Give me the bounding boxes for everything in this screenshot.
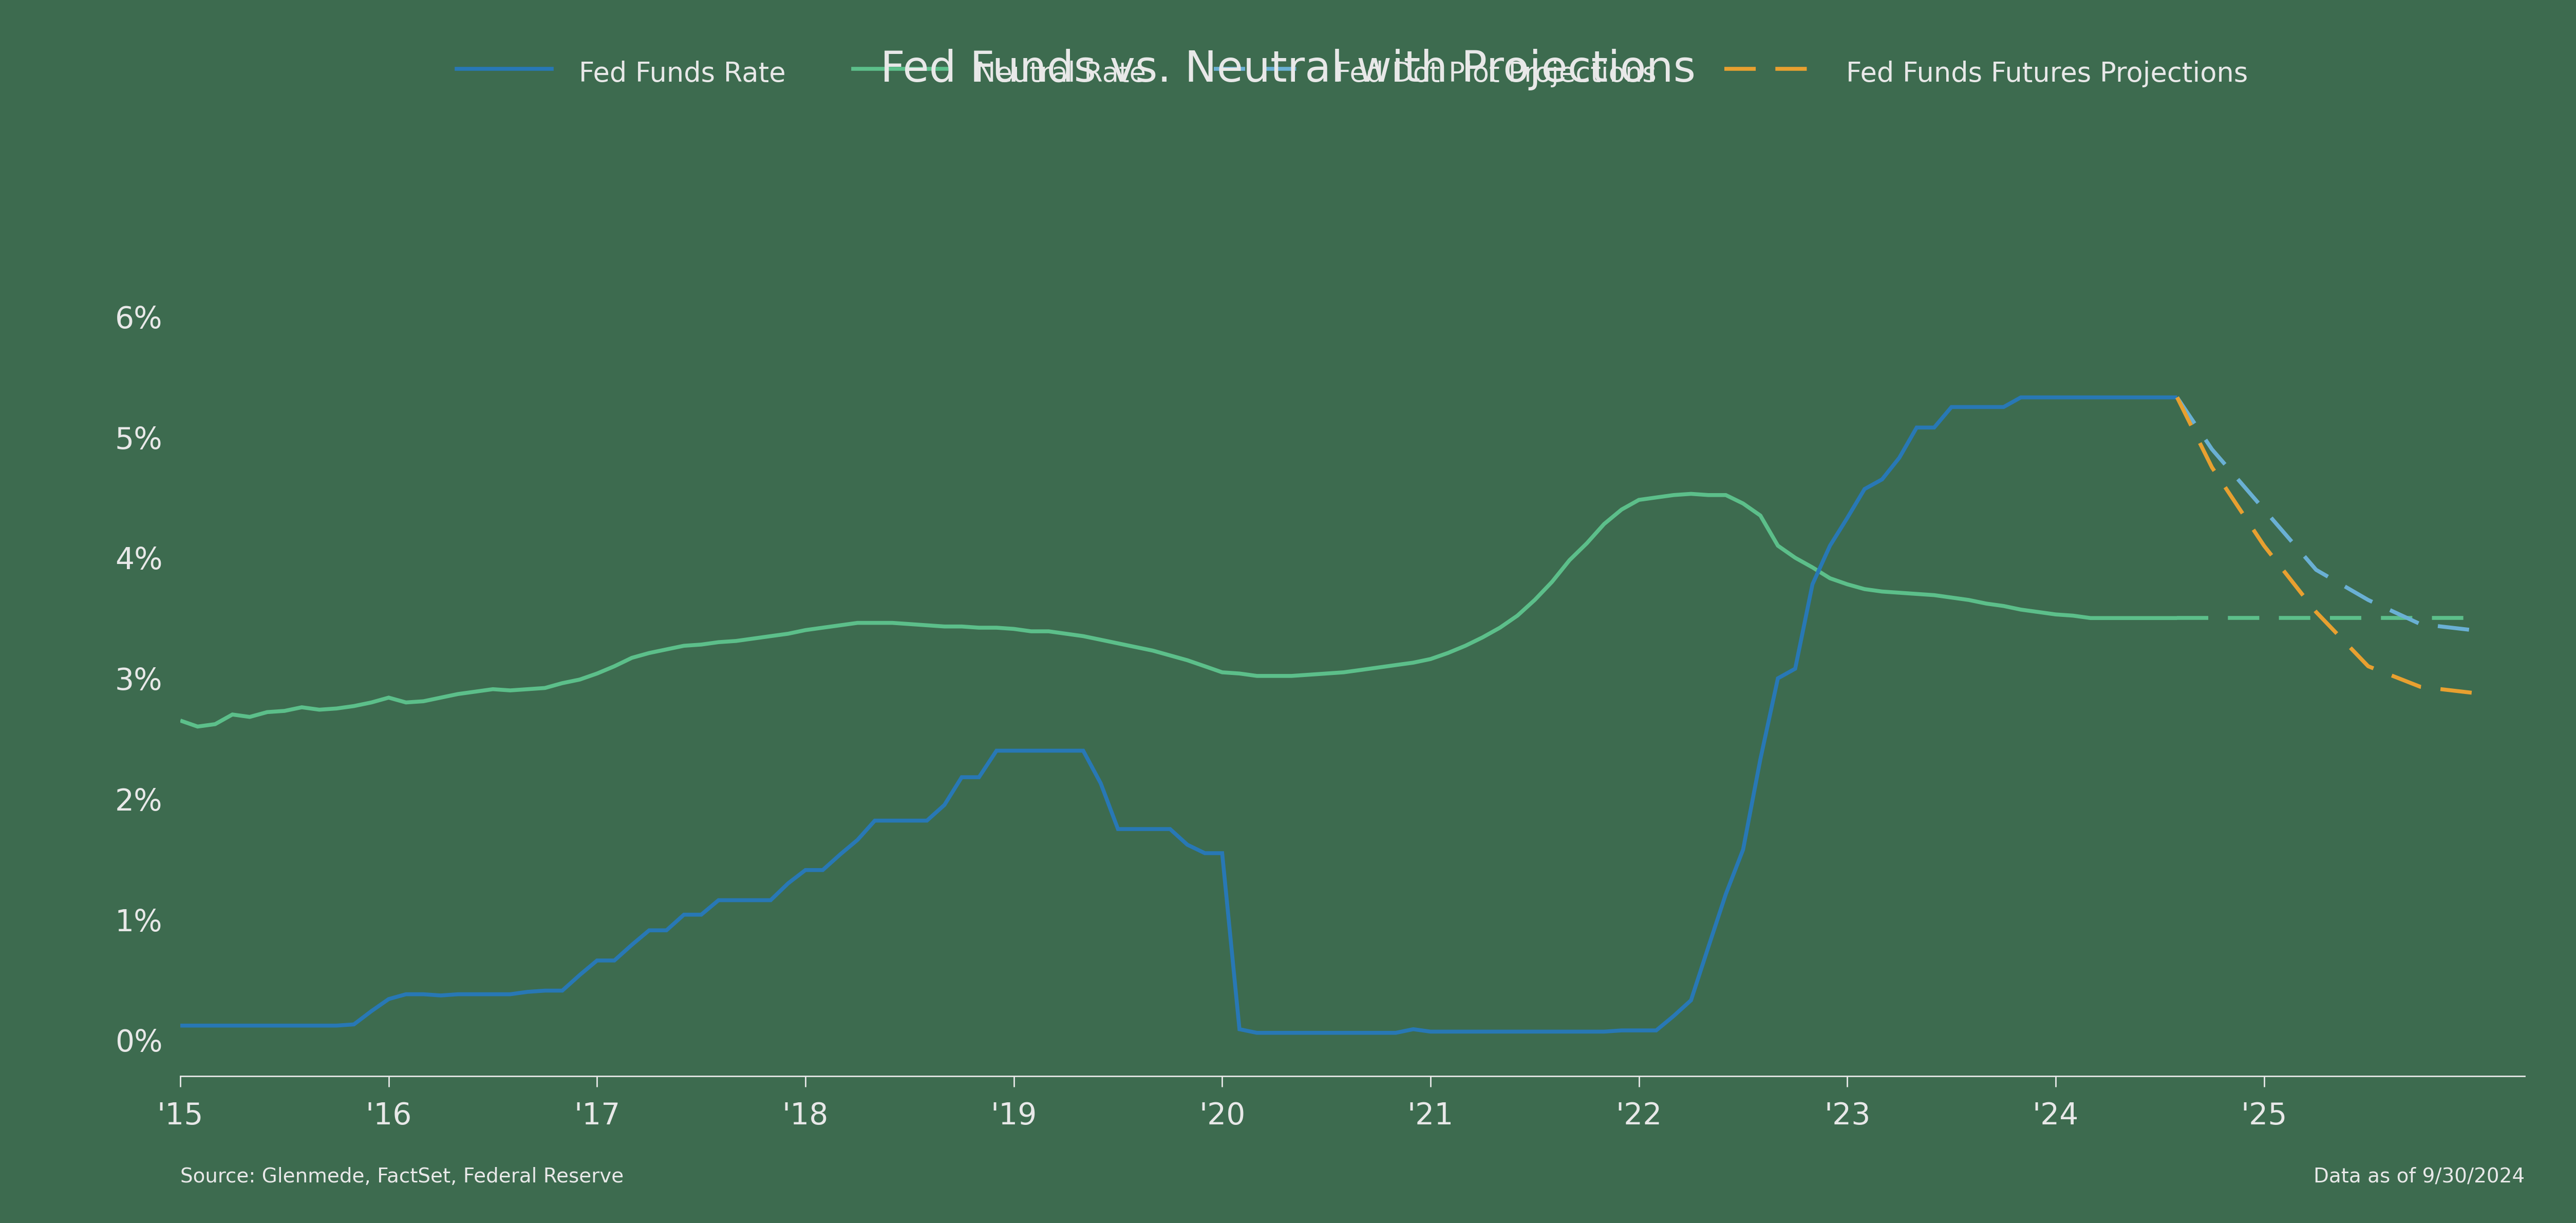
Legend: Fed Funds Rate, Neutral Rate, Fed Dot Plot Projections, Fed Funds Futures Projec: Fed Funds Rate, Neutral Rate, Fed Dot Pl… xyxy=(446,45,2259,100)
Text: Source: Glenmede, FactSet, Federal Reserve: Source: Glenmede, FactSet, Federal Reser… xyxy=(180,1167,623,1186)
Text: Data as of 9/30/2024: Data as of 9/30/2024 xyxy=(2313,1167,2524,1186)
Text: Fed Funds vs. Neutral with Projections: Fed Funds vs. Neutral with Projections xyxy=(881,49,1695,91)
